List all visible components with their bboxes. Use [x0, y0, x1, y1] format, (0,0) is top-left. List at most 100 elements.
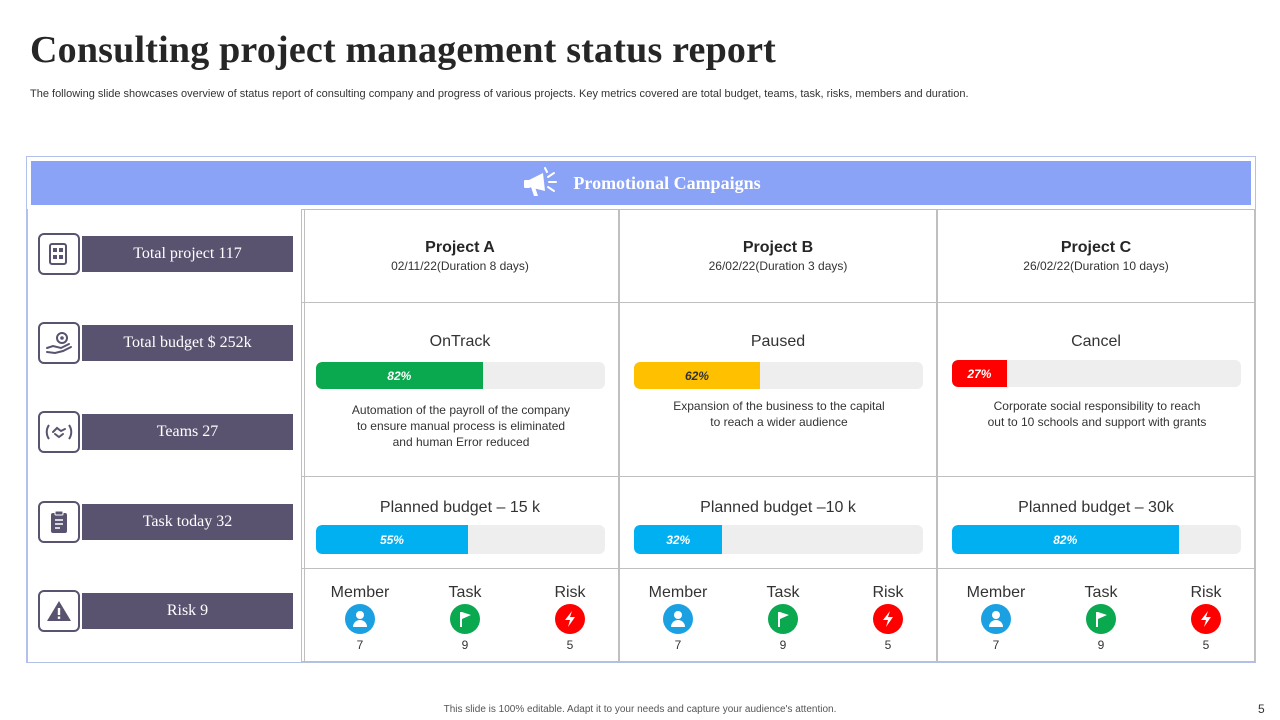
project-status-cell: Cancel 27% Corporate social responsibili…	[937, 302, 1255, 477]
project-budget-cell: Planned budget – 30k 82%	[937, 476, 1255, 569]
member-label: Member	[966, 584, 1026, 601]
budget-title: Planned budget – 15 k	[379, 499, 541, 516]
status-progress-fill	[316, 362, 483, 389]
risk-value: 5	[566, 638, 574, 652]
task-stat: Task 9	[748, 584, 818, 652]
task-label: Task	[766, 584, 800, 601]
lightning-icon	[555, 604, 585, 634]
risk-label: Risk	[872, 584, 904, 601]
risk-stat: Risk 5	[853, 584, 923, 652]
project-column: Project C 26/02/22(Duration 10 days) Can…	[937, 209, 1255, 662]
project-status: Cancel	[1071, 333, 1121, 350]
member-stat: Member 7	[325, 584, 395, 652]
metric-label: Total project 117	[82, 236, 293, 272]
project-status: Paused	[750, 333, 806, 350]
metric-risk: Risk 9	[38, 590, 293, 632]
person-icon	[663, 604, 693, 634]
person-icon	[345, 604, 375, 634]
page-number: 5	[1258, 702, 1265, 716]
description-line: Corporate social responsibility to reach	[993, 399, 1201, 413]
risk-stat: Risk 5	[1171, 584, 1241, 652]
member-stat: Member 7	[643, 584, 713, 652]
metric-task-today: Task today 32	[38, 501, 293, 543]
project-column: Project B 26/02/22(Duration 3 days) Paus…	[619, 209, 937, 662]
budget-progress-fill	[316, 525, 468, 554]
project-name: Project A	[425, 239, 495, 256]
metric-total-budget: Total budget $ 252k	[38, 322, 293, 364]
budget-progress-bar: 32%	[634, 525, 923, 554]
member-stat: Member 7	[961, 584, 1031, 652]
project-status-cell: OnTrack 82% Automation of the payroll of…	[301, 302, 619, 477]
member-label: Member	[330, 584, 390, 601]
budget-progress-fill	[952, 525, 1179, 554]
metrics-panel: Total project 117 Total budget $ 252k Te…	[27, 209, 305, 663]
project-stats-cell: Member 7 Task 9 Risk 5	[301, 568, 619, 662]
banner-title: Promotional Campaigns	[573, 172, 761, 193]
project-column: Project A 02/11/22(Duration 8 days) OnTr…	[301, 209, 619, 662]
status-progress-fill	[952, 360, 1007, 387]
project-stats-cell: Member 7 Task 9 Risk 5	[619, 568, 937, 662]
project-budget-cell: Planned budget – 15 k 55%	[301, 476, 619, 569]
description-line: Automation of the payroll of the company	[351, 403, 571, 417]
project-name: Project B	[742, 239, 814, 256]
status-progress-bar: 27%	[952, 360, 1241, 387]
risk-value: 5	[884, 638, 892, 652]
budget-progress-fill	[634, 525, 723, 554]
description-line: to reach a wider audience	[710, 415, 848, 429]
risk-stat: Risk 5	[535, 584, 605, 652]
task-value: 9	[461, 638, 469, 652]
metric-label: Risk 9	[82, 593, 293, 629]
status-progress-label: 27%	[967, 366, 992, 381]
slide-title: Consulting project management status rep…	[30, 29, 777, 71]
project-stats-cell: Member 7 Task 9 Risk 5	[937, 568, 1255, 662]
metric-label: Task today 32	[82, 504, 293, 540]
project-status-cell: Paused 62% Expansion of the business to …	[619, 302, 937, 477]
budget-progress-bar: 82%	[952, 525, 1241, 554]
task-label: Task	[1084, 584, 1118, 601]
person-icon	[981, 604, 1011, 634]
project-budget-cell: Planned budget –10 k 32%	[619, 476, 937, 569]
project-header-cell: Project A 02/11/22(Duration 8 days)	[301, 209, 619, 303]
budget-progress-label: 32%	[666, 532, 691, 547]
banner: Promotional Campaigns	[31, 161, 1251, 205]
project-date: 26/02/22(Duration 10 days)	[1023, 259, 1169, 273]
megaphone-icon	[524, 167, 558, 196]
budget-title: Planned budget – 30k	[1018, 499, 1174, 516]
hand-gear-icon	[38, 322, 80, 364]
description-line: out to 10 schools and support with grant…	[987, 415, 1207, 429]
warning-icon	[38, 590, 80, 632]
lightning-icon	[873, 604, 903, 634]
description-line: to ensure manual process is eliminated	[356, 419, 566, 433]
budget-progress-bar: 55%	[316, 525, 605, 554]
project-date: 02/11/22(Duration 8 days)	[391, 259, 529, 273]
task-value: 9	[1097, 638, 1105, 652]
task-label: Task	[448, 584, 482, 601]
handshake-icon	[38, 411, 80, 453]
risk-value: 5	[1202, 638, 1210, 652]
project-description: Automation of the payroll of the company…	[322, 402, 600, 450]
budget-title: Planned budget –10 k	[700, 499, 856, 516]
footer-note: This slide is 100% editable. Adapt it to…	[443, 704, 837, 715]
member-value: 7	[356, 638, 364, 652]
metric-label: Teams 27	[82, 414, 293, 450]
document-icon	[38, 233, 80, 275]
member-value: 7	[674, 638, 682, 652]
project-description: Corporate social responsibility to reach…	[958, 398, 1236, 430]
status-progress-fill	[634, 362, 760, 389]
project-header-cell: Project C 26/02/22(Duration 10 days)	[937, 209, 1255, 303]
status-progress-label: 82%	[387, 368, 412, 383]
slide-subtitle: The following slide showcases overview o…	[30, 88, 969, 100]
project-header-cell: Project B 26/02/22(Duration 3 days)	[619, 209, 937, 303]
status-progress-bar: 62%	[634, 362, 923, 389]
task-stat: Task 9	[430, 584, 500, 652]
task-stat: Task 9	[1066, 584, 1136, 652]
metric-teams: Teams 27	[38, 411, 293, 453]
report-frame	[26, 156, 1256, 663]
project-description: Expansion of the business to the capital…	[640, 398, 918, 430]
risk-label: Risk	[554, 584, 586, 601]
project-status: OnTrack	[429, 333, 491, 350]
flag-icon	[1086, 604, 1116, 634]
project-grid: Project A 02/11/22(Duration 8 days) OnTr…	[301, 209, 1256, 662]
member-value: 7	[992, 638, 1000, 652]
clipboard-icon	[38, 501, 80, 543]
